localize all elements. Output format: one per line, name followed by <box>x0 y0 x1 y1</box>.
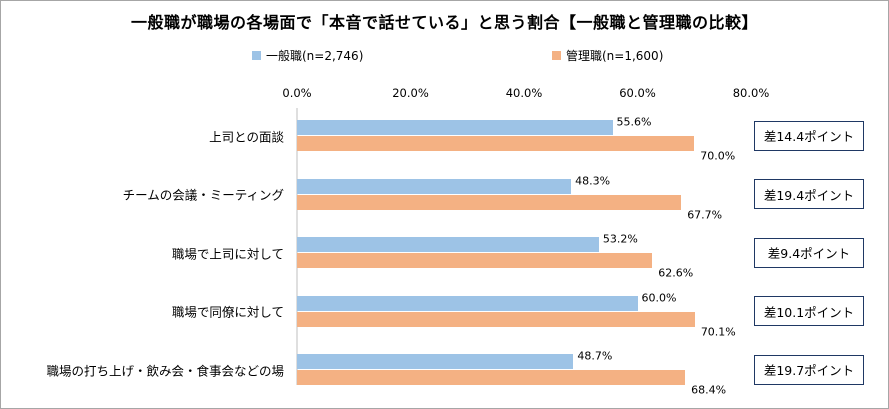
difference-annotation: 差10.1ポイント <box>754 296 864 326</box>
value-label-general: 55.6% <box>616 115 652 129</box>
difference-annotation: 差19.4ポイント <box>754 179 864 209</box>
value-label-general: 53.2% <box>602 232 638 246</box>
legend-label-manager: 管理職(n=1,600) <box>566 49 664 63</box>
legend-swatch-manager <box>552 51 561 60</box>
category-label: チームの会議・ミーティング <box>122 187 284 203</box>
x-tick-label: 0.0% <box>282 86 312 100</box>
category-label: 職場の打ち上げ・飲み会・食事会などの場 <box>46 363 284 378</box>
x-tick-label: 40.0% <box>505 86 543 100</box>
value-label-manager: 67.7% <box>687 208 723 221</box>
category-label: 上司との面談 <box>209 129 284 144</box>
bar-general <box>297 120 613 135</box>
legend-swatch-general <box>252 51 261 60</box>
legend-item-manager: 管理職(n=1,600) <box>552 47 663 64</box>
difference-annotation: 差9.4ポイント <box>754 237 864 268</box>
value-label-manager: 62.6% <box>658 266 694 280</box>
bar-general <box>297 178 572 194</box>
value-label-general: 60.0% <box>641 291 677 304</box>
value-label-general: 48.3% <box>575 174 611 187</box>
legend-item-general: 一般職(n=2,746) <box>252 47 363 64</box>
bar-manager <box>297 136 695 151</box>
bar-manager <box>297 370 686 385</box>
bar-general <box>297 354 574 369</box>
bar-manager <box>297 311 695 327</box>
legend-label-general: 一般職(n=2,746) <box>266 49 364 63</box>
difference-annotation: 差19.7ポイント <box>754 354 864 385</box>
x-tick-label: 80.0% <box>732 86 770 100</box>
bar-general <box>297 237 599 252</box>
value-label-manager: 68.4% <box>691 383 727 397</box>
bar-general <box>297 295 638 311</box>
bar-manager <box>297 253 653 268</box>
chart-title: 一般職が職場の各場面で「本音で話せている」と思う割合【一般職と管理職の比較】 <box>130 13 758 32</box>
difference-annotation: 差14.4ポイント <box>754 120 864 151</box>
x-tick-label: 20.0% <box>392 86 429 100</box>
value-label-general: 48.7% <box>577 349 613 363</box>
x-tick-label: 60.0% <box>619 86 656 100</box>
bar-manager <box>297 194 682 210</box>
category-label: 職場で上司に対して <box>171 246 284 261</box>
category-label: 職場で同僚に対して <box>171 304 284 320</box>
value-label-manager: 70.1% <box>700 325 736 338</box>
value-label-manager: 70.0% <box>700 149 736 163</box>
